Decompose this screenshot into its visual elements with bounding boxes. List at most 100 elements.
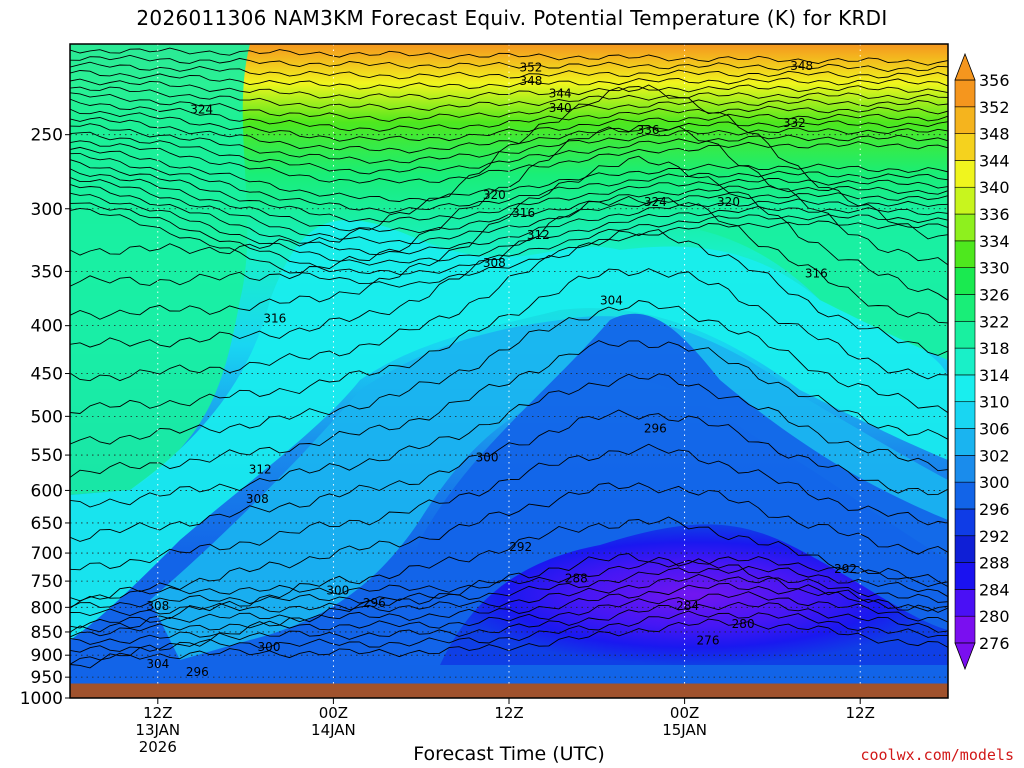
contour-line-mid xyxy=(70,340,948,478)
colorbar-segment xyxy=(954,615,976,644)
colorbar-label: 300 xyxy=(979,473,1010,492)
colorbar-label: 336 xyxy=(979,205,1010,224)
contour-line-low xyxy=(70,582,948,629)
contour-line-upper xyxy=(70,86,948,111)
ground-below-surface xyxy=(70,683,948,698)
colorbar-label: 276 xyxy=(979,634,1010,653)
contour-line-upper xyxy=(70,202,948,275)
x-axis-title: Forecast Time (UTC) xyxy=(0,743,1024,765)
colorbar-segment xyxy=(954,374,976,403)
contour-line-low xyxy=(70,556,948,602)
y-tick-label: 900 xyxy=(31,646,63,666)
y-tick-label: 750 xyxy=(31,572,63,592)
contour-line-low xyxy=(70,610,948,653)
y-tick-label: 250 xyxy=(31,126,63,146)
colorbar-segment xyxy=(954,428,976,456)
contour-label: 308 xyxy=(246,492,269,506)
colorbar-segment xyxy=(954,347,976,376)
contour-line-upper xyxy=(70,146,948,202)
contour-label: 312 xyxy=(249,463,272,477)
contour-label: 300 xyxy=(326,584,349,598)
colorbar-label: 302 xyxy=(979,446,1010,465)
contour-line-upper xyxy=(70,117,948,154)
contour-label: 348 xyxy=(519,74,542,88)
colorbar-segment xyxy=(954,535,976,563)
colorbar-label: 330 xyxy=(979,259,1010,278)
y-tick-label: 800 xyxy=(31,598,63,618)
contour-line-mid xyxy=(70,155,948,320)
colorbar-label: 344 xyxy=(979,151,1010,170)
contour-label: 316 xyxy=(512,206,535,220)
contour-label: 344 xyxy=(549,87,572,101)
y-tick-label: 350 xyxy=(31,262,63,282)
colorbar-label: 326 xyxy=(979,285,1010,304)
contour-label: 320 xyxy=(717,195,740,209)
chart-title: 2026011306 NAM3KM Forecast Equiv. Potent… xyxy=(136,6,888,30)
contour-label: 304 xyxy=(146,657,169,671)
contour-label: 300 xyxy=(476,450,499,464)
y-tick-label: 300 xyxy=(31,200,63,220)
contour-line-mid xyxy=(70,300,948,445)
colorbar-segment xyxy=(954,267,976,295)
contour-line-low xyxy=(70,601,948,645)
contour-label: 308 xyxy=(146,599,169,613)
contour-label: 308 xyxy=(483,256,506,270)
contour-label: 296 xyxy=(644,421,667,435)
y-tick-label: 1000 xyxy=(20,689,63,709)
contour-label: 292 xyxy=(509,540,532,554)
contour-line-upper xyxy=(70,54,948,72)
x-tick-label: 14JAN xyxy=(311,721,356,739)
colorbar-segment xyxy=(954,240,976,268)
y-tick-label: 600 xyxy=(31,481,63,501)
contour-line-mid xyxy=(70,409,948,542)
x-tick-label: 2026 xyxy=(139,738,177,756)
contour-label: 316 xyxy=(263,311,286,325)
y-tick-label: 650 xyxy=(31,514,63,534)
y-axis: 250 300 350 400 450 500 550 600 650 700 750 800 850 9… xyxy=(20,126,70,709)
x-tick-label: 13JAN xyxy=(135,721,180,739)
contour-label: 284 xyxy=(676,599,699,613)
y-tick-label: 950 xyxy=(31,668,63,688)
contour-line-upper xyxy=(70,159,948,223)
colorbar-segment xyxy=(954,294,976,322)
x-tick-label: 15JAN xyxy=(662,721,707,739)
colorbar-label: 322 xyxy=(979,312,1010,331)
colorbar-segment xyxy=(954,589,976,617)
credit-link[interactable]: coolwx.com/models xyxy=(860,746,1014,764)
x-tick-label: 12Z xyxy=(846,704,875,722)
contour-line-upper xyxy=(70,47,948,66)
contour-line-mid xyxy=(70,553,948,669)
contour-label: 336 xyxy=(637,123,660,137)
theta-e-region-left-green xyxy=(70,44,250,495)
contour-label: 352 xyxy=(519,61,542,75)
contour-line-mid xyxy=(70,482,948,609)
contour-label: 324 xyxy=(190,103,213,117)
colorbar-label: 356 xyxy=(979,71,1010,90)
colorbar-label: 352 xyxy=(979,98,1010,117)
colorbar-segment xyxy=(954,481,976,510)
grid-lines xyxy=(70,44,948,698)
x-tick-label: 12Z xyxy=(494,704,523,722)
theta-e-region-right-green xyxy=(700,200,948,360)
colorbar-segment xyxy=(954,213,976,242)
colorbar-extend-top xyxy=(954,52,976,81)
contour-label: 332 xyxy=(783,116,806,130)
contour-line-upper xyxy=(70,152,948,214)
contour-line-upper xyxy=(70,92,948,122)
contour-line-mid xyxy=(70,516,948,633)
colorbar-segment xyxy=(954,133,976,161)
x-axis-title-text: Forecast Time (UTC) xyxy=(413,743,605,765)
contour-line-low xyxy=(70,591,948,638)
y-tick-label: 700 xyxy=(31,544,63,564)
colorbar-label: 280 xyxy=(979,607,1010,626)
colorbar-label: 292 xyxy=(979,527,1010,546)
colorbar-segment xyxy=(954,320,976,349)
colorbar-segment xyxy=(954,106,976,134)
contour-label: 340 xyxy=(549,101,572,115)
contour-line-upper xyxy=(70,108,948,142)
colorbar-segment xyxy=(954,160,976,188)
